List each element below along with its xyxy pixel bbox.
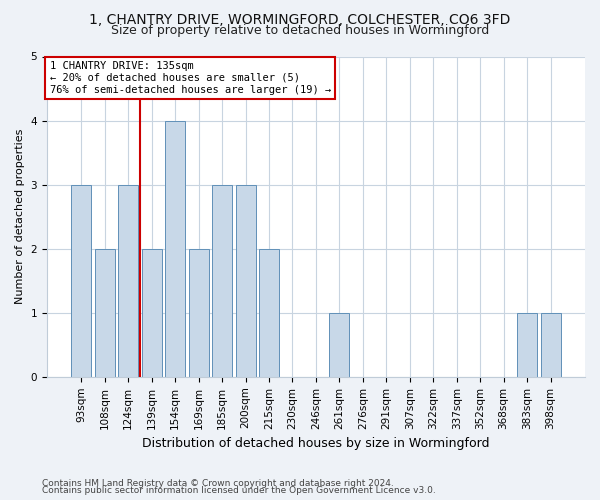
X-axis label: Distribution of detached houses by size in Wormingford: Distribution of detached houses by size … xyxy=(142,437,490,450)
Bar xyxy=(541,313,560,377)
Bar xyxy=(142,248,161,377)
Bar xyxy=(329,313,349,377)
Text: Size of property relative to detached houses in Wormingford: Size of property relative to detached ho… xyxy=(111,24,489,37)
Text: 1 CHANTRY DRIVE: 135sqm
← 20% of detached houses are smaller (5)
76% of semi-det: 1 CHANTRY DRIVE: 135sqm ← 20% of detache… xyxy=(50,62,331,94)
Bar xyxy=(212,184,232,377)
Bar xyxy=(259,248,279,377)
Text: Contains HM Land Registry data © Crown copyright and database right 2024.: Contains HM Land Registry data © Crown c… xyxy=(42,478,394,488)
Y-axis label: Number of detached properties: Number of detached properties xyxy=(15,129,25,304)
Bar xyxy=(95,248,115,377)
Text: 1, CHANTRY DRIVE, WORMINGFORD, COLCHESTER, CO6 3FD: 1, CHANTRY DRIVE, WORMINGFORD, COLCHESTE… xyxy=(89,12,511,26)
Bar xyxy=(118,184,138,377)
Bar xyxy=(236,184,256,377)
Bar xyxy=(165,120,185,377)
Bar xyxy=(188,248,209,377)
Bar xyxy=(71,184,91,377)
Bar xyxy=(517,313,537,377)
Text: Contains public sector information licensed under the Open Government Licence v3: Contains public sector information licen… xyxy=(42,486,436,495)
